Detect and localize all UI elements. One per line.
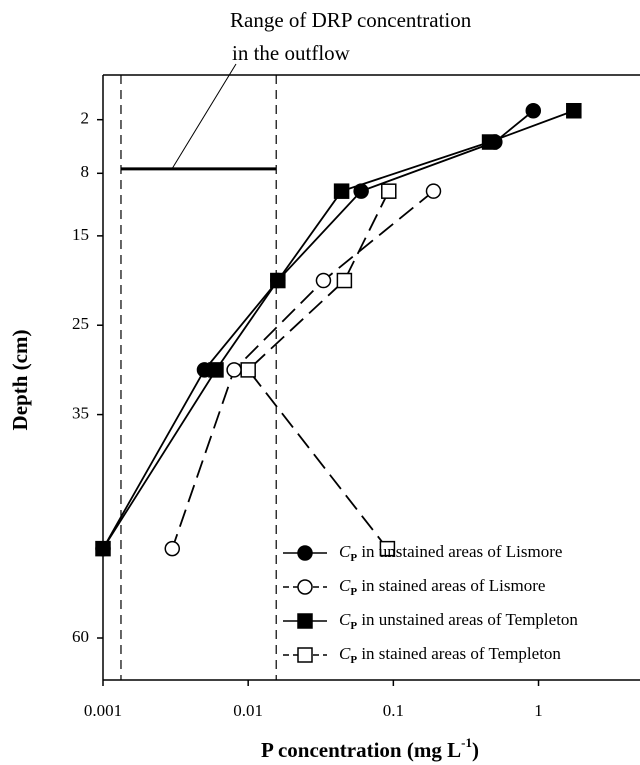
point (353, 183, 369, 199)
legend-marker (297, 647, 313, 663)
point (226, 362, 242, 378)
point (379, 540, 396, 557)
y-tick-label: 35 (72, 403, 89, 422)
point (336, 272, 353, 289)
y-axis-label: Depth (cm) (8, 330, 32, 431)
y-tick-label: 8 (81, 162, 90, 181)
x-tick-label: 0.01 (233, 701, 263, 720)
legend-label: CP in stained areas of Templeton (339, 644, 561, 666)
point (315, 272, 332, 289)
point (381, 183, 397, 199)
point (95, 540, 111, 557)
point (425, 183, 442, 199)
series-line (102, 110, 534, 550)
point (240, 362, 256, 378)
y-tick-label: 25 (72, 314, 89, 333)
x-tick-label: 0.1 (383, 701, 404, 720)
legend-marker (297, 545, 313, 561)
y-tick-label: 15 (72, 225, 89, 244)
y-tick-label: 60 (72, 627, 89, 646)
point (525, 102, 542, 119)
annotation: in the outflow (232, 41, 351, 65)
annotation-pointer (171, 63, 237, 170)
x-axis-label: P concentration (mg L-1) (261, 735, 479, 762)
y-tick-label: 2 (81, 109, 90, 128)
legend-label: CP in unstained areas of Lismore (339, 542, 562, 564)
legend-marker (297, 579, 313, 595)
legend-label: CP in stained areas of Lismore (339, 576, 545, 598)
point (333, 183, 350, 199)
point (566, 102, 582, 119)
legend-marker (297, 613, 313, 629)
x-tick-label: 1 (534, 701, 543, 720)
point (270, 272, 286, 289)
x-tick-label: 0.001 (84, 701, 122, 720)
series-line (246, 190, 390, 550)
legend-label: CP in unstained areas of Templeton (339, 610, 578, 632)
annotation: Range of DRP concentration (230, 8, 472, 32)
series-line (102, 109, 575, 550)
point (481, 134, 498, 150)
point (208, 362, 224, 378)
point (164, 540, 181, 557)
